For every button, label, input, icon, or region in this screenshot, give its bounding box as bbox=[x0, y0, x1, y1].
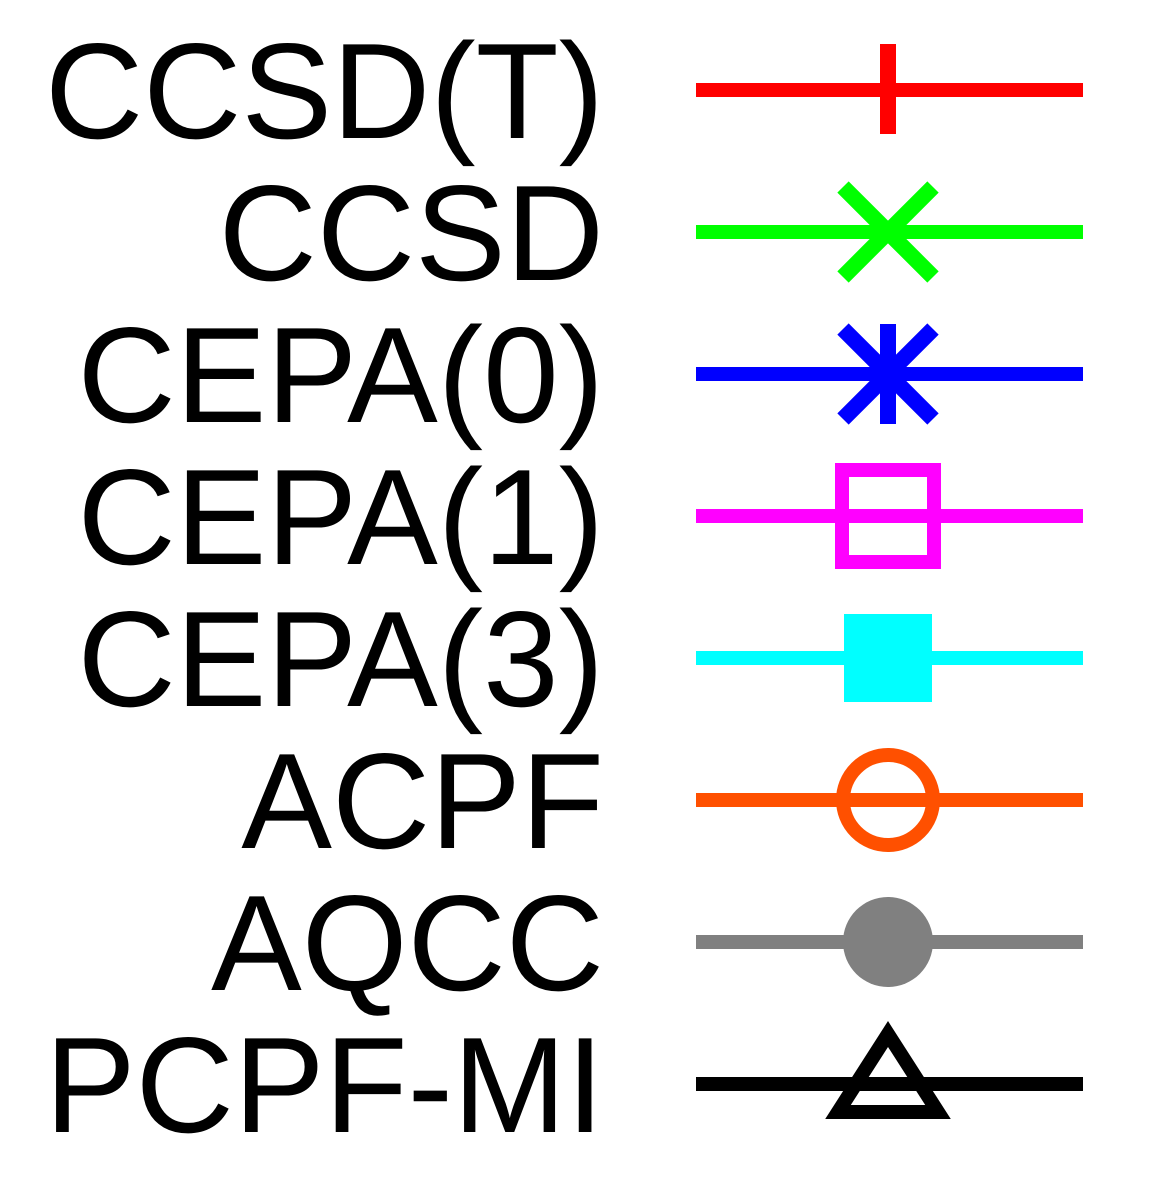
legend-label: CCSD(T) bbox=[45, 15, 604, 167]
legend-entry-cepa-3: CEPA(3) bbox=[78, 583, 1083, 735]
legend-label: ACPF bbox=[241, 725, 604, 877]
legend-label: AQCC bbox=[211, 867, 604, 1019]
asterisk-marker bbox=[837, 323, 939, 425]
legend-entry-ccsd: CCSD bbox=[219, 157, 1083, 309]
legend-entry-pcpf-mi: PCPF-MI bbox=[45, 1009, 1083, 1161]
legend-label: CEPA(1) bbox=[78, 441, 604, 593]
open-circle-marker bbox=[836, 748, 940, 852]
open-square-marker bbox=[835, 463, 941, 569]
legend-label: PCPF-MI bbox=[45, 1009, 604, 1161]
open-triangle-marker bbox=[825, 1021, 951, 1119]
legend-label: CEPA(0) bbox=[78, 299, 604, 451]
legend-label: CCSD bbox=[219, 157, 604, 309]
legend-entry-ccsd-t: CCSD(T) bbox=[45, 15, 1083, 167]
legend-label: CEPA(3) bbox=[78, 583, 604, 735]
x-marker bbox=[837, 181, 939, 283]
legend-entry-cepa-1: CEPA(1) bbox=[78, 441, 1083, 593]
legend-entry-acpf: ACPF bbox=[241, 725, 1083, 877]
filled-circle-marker bbox=[843, 897, 933, 987]
legend-entry-cepa-0: CEPA(0) bbox=[78, 299, 1083, 451]
legend-entry-aqcc: AQCC bbox=[211, 867, 1083, 1019]
filled-square-marker bbox=[844, 614, 932, 702]
